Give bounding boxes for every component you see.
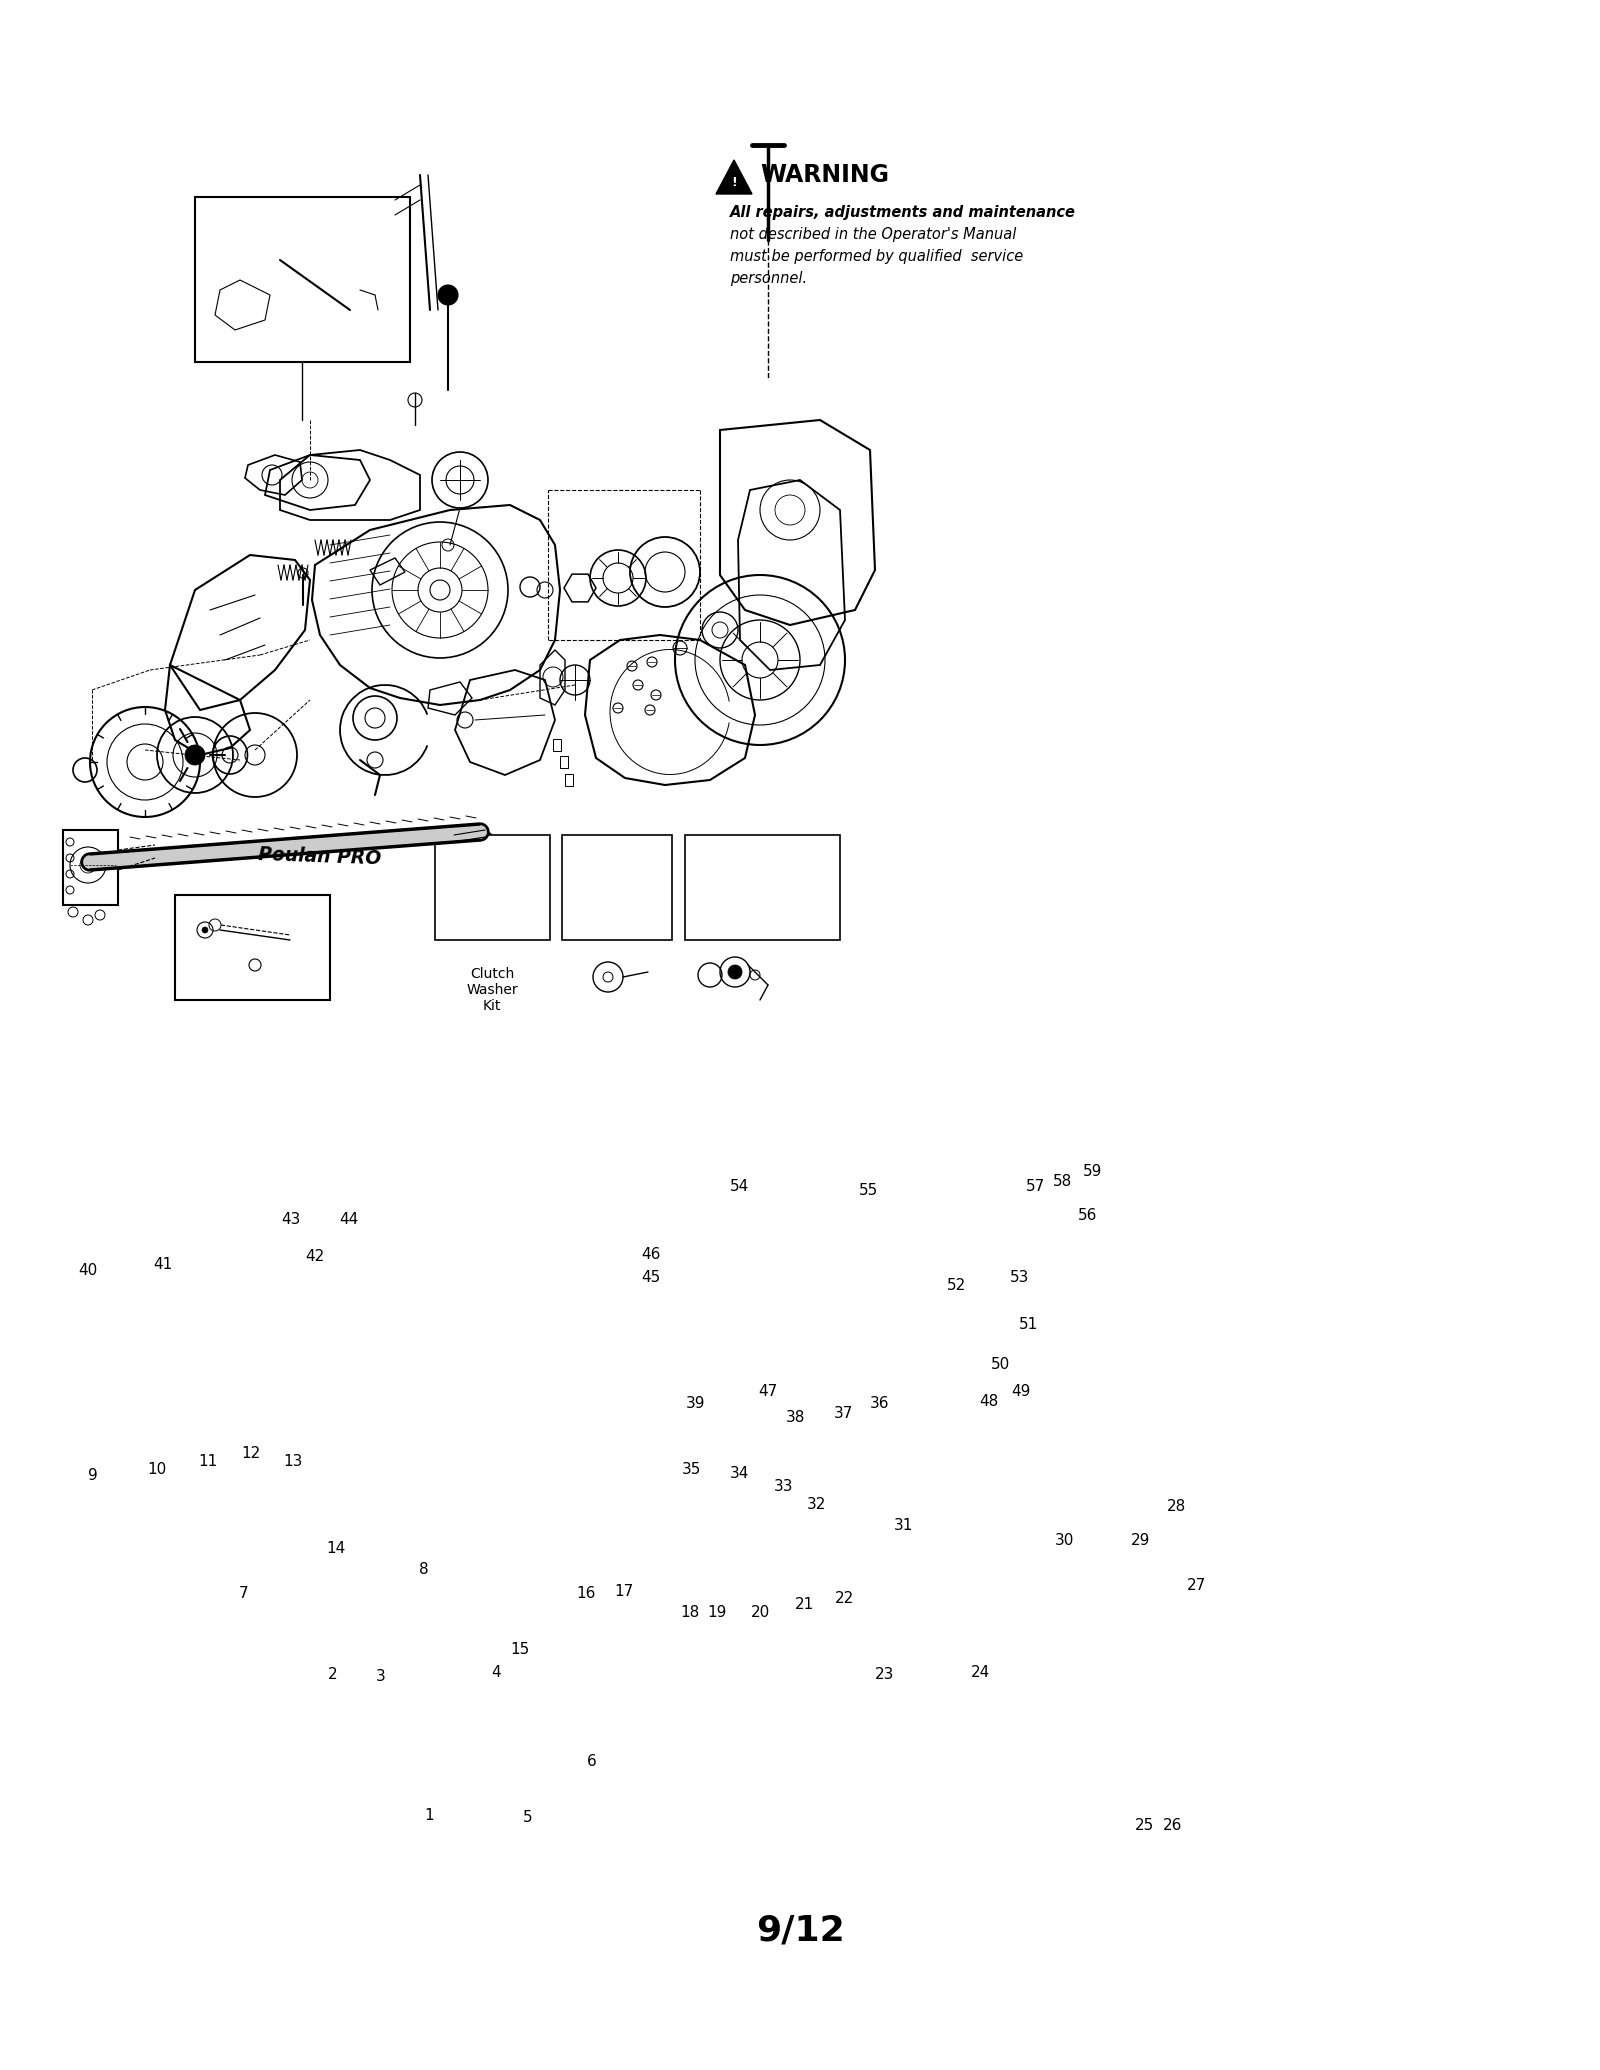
Text: 3: 3 [376,1668,386,1685]
Text: 46: 46 [642,1246,661,1263]
Text: 35: 35 [682,1461,701,1478]
Text: 49: 49 [1011,1383,1030,1399]
Text: 47: 47 [758,1383,778,1399]
Text: 29: 29 [1131,1532,1150,1548]
Bar [554,739,562,751]
Text: 38: 38 [786,1410,805,1426]
Text: !: ! [731,176,738,190]
Text: 12: 12 [242,1445,261,1461]
Text: 6: 6 [587,1753,597,1770]
Text: 32: 32 [806,1497,826,1513]
Text: 19: 19 [707,1604,726,1621]
Text: 43: 43 [282,1211,301,1228]
Text: 44: 44 [339,1211,358,1228]
Text: 16: 16 [576,1586,595,1602]
Text: 41: 41 [154,1256,173,1273]
Text: 4: 4 [491,1664,501,1681]
Text: 36: 36 [870,1395,890,1412]
Text: 22: 22 [835,1590,854,1606]
Text: 18: 18 [680,1604,699,1621]
Text: 59: 59 [1083,1163,1102,1180]
Text: personnel.: personnel. [730,271,806,286]
Text: 23: 23 [875,1666,894,1683]
Text: 42: 42 [306,1248,325,1265]
Bar [685,834,840,940]
Text: 27: 27 [1187,1577,1206,1594]
Text: 11: 11 [198,1453,218,1470]
Text: 50: 50 [990,1356,1010,1372]
Text: 20: 20 [750,1604,770,1621]
Circle shape [438,286,458,304]
Text: All repairs, adjustments and maintenance: All repairs, adjustments and maintenance [730,205,1075,219]
Text: 51: 51 [1019,1317,1038,1333]
Text: 40: 40 [78,1263,98,1279]
Text: 56: 56 [1078,1207,1098,1223]
Bar [565,774,573,787]
Text: must be performed by qualified  service: must be performed by qualified service [730,248,1024,265]
Text: 15: 15 [510,1642,530,1658]
Text: 10: 10 [147,1461,166,1478]
Text: 17: 17 [614,1584,634,1600]
Circle shape [464,830,496,861]
Text: 28: 28 [1166,1499,1186,1515]
Circle shape [186,745,205,766]
Text: 54: 54 [730,1178,749,1194]
Text: 52: 52 [947,1277,966,1294]
Text: 1: 1 [424,1807,434,1824]
Text: 33: 33 [774,1478,794,1495]
Text: 45: 45 [642,1269,661,1285]
Text: not described in the Operator's Manual: not described in the Operator's Manual [730,228,1016,242]
Bar [560,756,568,768]
Text: 9/12: 9/12 [755,1913,845,1948]
Text: 53: 53 [1010,1269,1029,1285]
Text: 58: 58 [1053,1174,1072,1190]
Text: 34: 34 [730,1466,749,1482]
Text: 24: 24 [971,1664,990,1681]
Text: 25: 25 [1134,1817,1154,1834]
Bar [562,834,672,940]
Text: 2: 2 [328,1666,338,1683]
Text: 57: 57 [1026,1178,1045,1194]
Polygon shape [717,159,752,195]
Circle shape [728,965,742,979]
Circle shape [202,927,208,934]
Bar [195,197,410,362]
Text: Clutch
Washer
Kit: Clutch Washer Kit [466,967,518,1012]
Text: 37: 37 [834,1406,853,1422]
Text: 7: 7 [238,1586,248,1602]
Text: 9: 9 [88,1468,98,1484]
Text: 48: 48 [979,1393,998,1410]
Text: 39: 39 [686,1395,706,1412]
Text: WARNING: WARNING [760,164,890,186]
Text: 30: 30 [1054,1532,1074,1548]
Text: 26: 26 [1163,1817,1182,1834]
Text: 21: 21 [795,1596,814,1613]
Text: 14: 14 [326,1540,346,1557]
Text: Poulan PRO: Poulan PRO [258,845,382,869]
Bar [435,834,550,940]
Text: 55: 55 [859,1182,878,1199]
Text: 31: 31 [894,1517,914,1534]
Text: 8: 8 [419,1561,429,1577]
Bar [174,894,330,1000]
Text: 13: 13 [283,1453,302,1470]
Text: 5: 5 [523,1809,533,1826]
